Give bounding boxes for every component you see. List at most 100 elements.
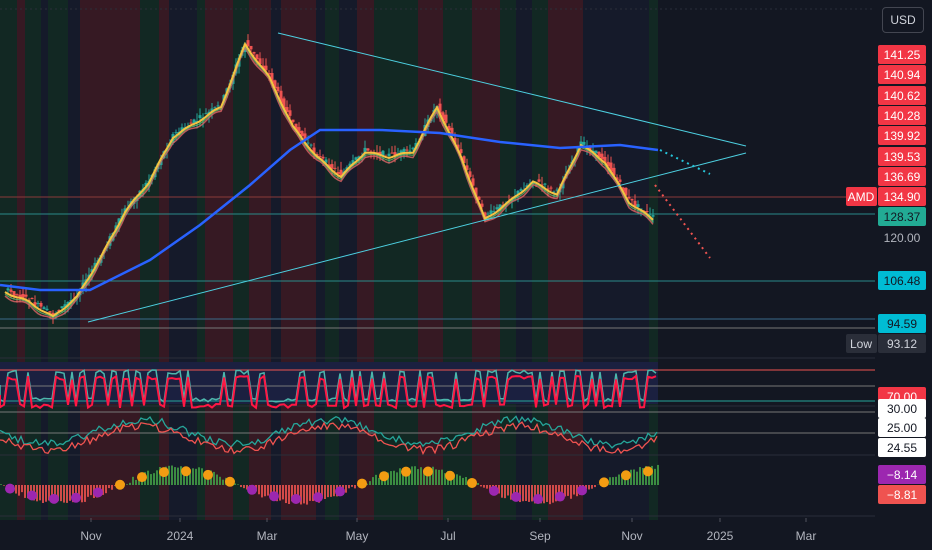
indicator-1-signal bbox=[0, 374, 657, 410]
macd-bar bbox=[87, 485, 89, 497]
low-tag-bg bbox=[846, 334, 877, 353]
macd-bar bbox=[483, 485, 485, 488]
macd-bar bbox=[129, 482, 131, 485]
macd-bar bbox=[639, 467, 641, 485]
macd-bar bbox=[555, 485, 557, 502]
macd-bar bbox=[186, 469, 188, 485]
macd-bar bbox=[78, 485, 80, 499]
candle-body bbox=[204, 113, 208, 115]
macd-bar bbox=[552, 485, 554, 503]
macd-dot bbox=[335, 486, 345, 497]
candle-body bbox=[627, 196, 631, 199]
time-band bbox=[281, 0, 297, 520]
candle-body bbox=[9, 289, 13, 292]
candle-body bbox=[540, 184, 544, 186]
macd-bar bbox=[372, 477, 374, 485]
time-band bbox=[41, 0, 48, 520]
macd-bar bbox=[348, 485, 350, 489]
macd-bar bbox=[402, 470, 404, 485]
macd-bar bbox=[564, 485, 566, 497]
macd-bar bbox=[24, 485, 26, 498]
lower-trendline bbox=[87, 152, 747, 323]
macd-signal-tag-bg bbox=[878, 485, 926, 504]
macd-bar bbox=[132, 476, 134, 485]
macd-bar bbox=[150, 474, 152, 485]
candle-body bbox=[285, 107, 289, 112]
macd-bar bbox=[330, 485, 332, 497]
candle-body bbox=[471, 178, 475, 186]
macd-bar bbox=[147, 470, 149, 485]
candle-body bbox=[618, 179, 622, 183]
candle-body bbox=[288, 110, 292, 116]
candle-body bbox=[480, 203, 484, 207]
macd-bar bbox=[90, 485, 92, 496]
macd-bar bbox=[261, 485, 263, 498]
macd-bar bbox=[630, 469, 632, 485]
x-tick-label: Jul bbox=[440, 529, 455, 543]
candle-body bbox=[609, 162, 613, 172]
macd-bar bbox=[180, 466, 182, 485]
time-band bbox=[427, 0, 443, 520]
candle-body bbox=[60, 306, 64, 309]
candle-body bbox=[195, 121, 199, 123]
macd-bar bbox=[525, 485, 527, 502]
macd-bar bbox=[636, 471, 638, 485]
macd-bar bbox=[243, 485, 245, 489]
price-tag-bg bbox=[878, 167, 926, 186]
candle-body bbox=[624, 187, 628, 196]
candle-body bbox=[450, 127, 454, 136]
macd-dot bbox=[577, 485, 587, 496]
macd-bar bbox=[354, 485, 356, 489]
macd-bar bbox=[216, 474, 218, 485]
macd-bar bbox=[648, 468, 650, 485]
macd-bar bbox=[429, 469, 431, 485]
candle-body bbox=[630, 198, 634, 201]
x-tick-label: Sep bbox=[529, 529, 551, 543]
time-band bbox=[197, 0, 205, 520]
x-tick-label: 2024 bbox=[167, 529, 194, 543]
indicator-2-line bbox=[0, 415, 658, 449]
candle-body bbox=[189, 122, 193, 124]
candle-body bbox=[516, 190, 520, 196]
candle-body bbox=[330, 164, 334, 169]
macd-value-tag: −8.14 bbox=[887, 468, 918, 482]
macd-bar bbox=[405, 469, 407, 485]
candle-body bbox=[525, 185, 529, 188]
ma-line-yellow bbox=[4, 41, 654, 318]
candle-body bbox=[270, 73, 274, 84]
macd-dot bbox=[93, 487, 103, 498]
candle-body bbox=[537, 179, 541, 182]
candle-body bbox=[66, 302, 70, 306]
macd-bar bbox=[519, 485, 521, 503]
candle-body bbox=[48, 311, 52, 313]
candle-body bbox=[291, 119, 295, 123]
candle-body bbox=[264, 65, 268, 71]
osc-level-top-tag: 30.00 bbox=[887, 402, 917, 416]
macd-bar bbox=[504, 485, 506, 499]
macd-bar bbox=[75, 485, 77, 500]
macd-bar bbox=[633, 469, 635, 485]
candle-body bbox=[21, 294, 25, 300]
candle-body bbox=[597, 151, 601, 158]
macd-dot bbox=[357, 478, 367, 489]
price-tag-label: 120.00 bbox=[884, 231, 921, 245]
macd-bar bbox=[390, 471, 392, 485]
candle-body bbox=[282, 98, 286, 109]
candle-body bbox=[294, 123, 298, 132]
ma200-line bbox=[0, 128, 659, 292]
macd-bar bbox=[366, 483, 368, 485]
currency-button[interactable]: USD bbox=[882, 7, 924, 33]
time-band bbox=[68, 0, 80, 520]
macd-bar bbox=[369, 481, 371, 485]
time-band bbox=[516, 0, 532, 520]
macd-bar bbox=[195, 468, 197, 485]
macd-bar bbox=[522, 485, 524, 502]
macd-bar bbox=[309, 485, 311, 501]
macd-bar bbox=[69, 485, 71, 501]
candle-body bbox=[636, 204, 640, 208]
macd-bar bbox=[588, 485, 590, 490]
macd-bar bbox=[507, 485, 509, 496]
macd-bar bbox=[246, 485, 248, 490]
macd-dot bbox=[115, 479, 125, 490]
